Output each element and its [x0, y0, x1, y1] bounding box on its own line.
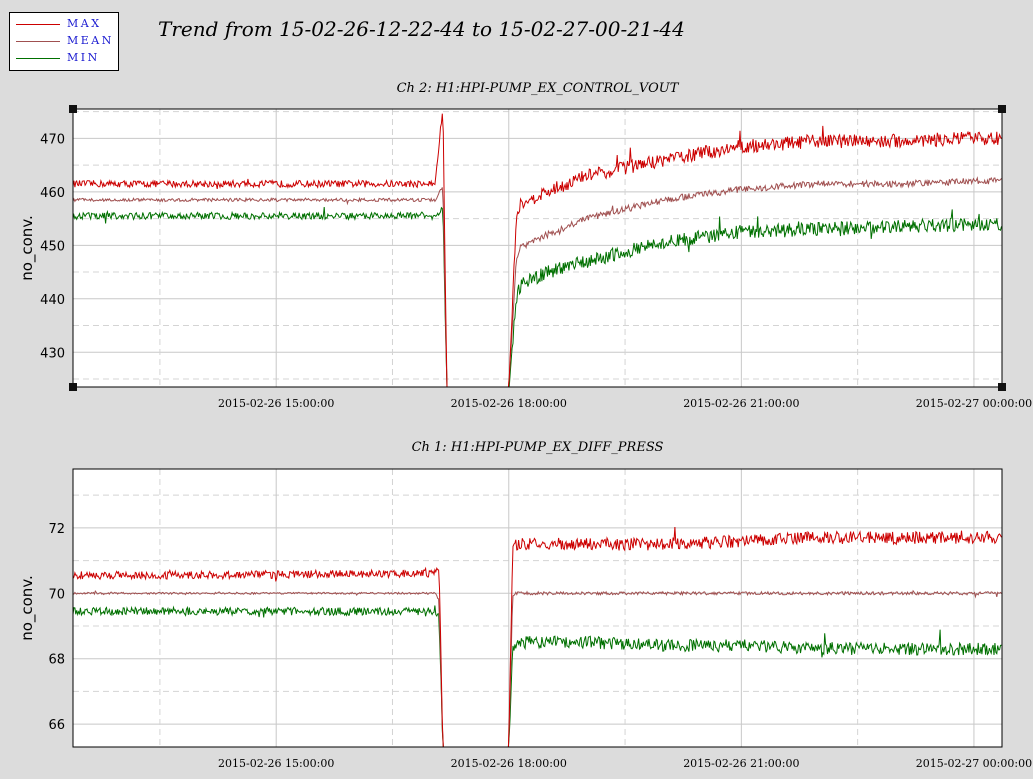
legend-swatch-mean	[16, 41, 60, 42]
chart-title: Ch 2: H1:HPI-PUMP_EX_CONTROL_VOUT	[397, 81, 680, 96]
legend-swatch-max	[16, 24, 60, 25]
x-tick-label: 2015-02-27 00:00:00	[916, 397, 1032, 410]
legend-box: MAX MEAN MIN	[9, 12, 119, 71]
series-line-max	[73, 113, 1002, 387]
series-line-max	[73, 526, 1002, 747]
legend-swatch-min	[16, 58, 60, 59]
x-tick-label: 2015-02-26 21:00:00	[683, 397, 799, 410]
x-tick-label: 2015-02-27 00:00:00	[916, 757, 1032, 770]
y-tick-label: 440	[40, 293, 65, 308]
legend-item-mean: MEAN	[10, 33, 118, 50]
chart-title: Ch 1: H1:HPI-PUMP_EX_DIFF_PRESS	[412, 440, 664, 455]
x-tick-label: 2015-02-26 15:00:00	[218, 397, 334, 410]
page-title: Trend from 15-02-26-12-22-44 to 15-02-27…	[158, 17, 685, 41]
grid	[73, 109, 1002, 387]
series-line-mean	[73, 589, 1002, 747]
legend-item-min: MIN	[10, 50, 118, 67]
series-group	[73, 526, 1002, 747]
series-line-mean	[73, 176, 1002, 387]
x-tick-label: 2015-02-26 18:00:00	[451, 397, 567, 410]
plot-area	[73, 109, 1002, 387]
y-axis-label: no_conv.	[18, 575, 37, 641]
chart-panel-2: Ch 1: H1:HPI-PUMP_EX_DIFF_PRESS no_conv. 6…	[18, 440, 1032, 770]
resize-handle	[998, 383, 1006, 391]
legend-item-max: MAX	[10, 16, 118, 33]
x-tick-label: 2015-02-26 18:00:00	[451, 757, 567, 770]
legend-label-mean: MEAN	[67, 34, 114, 47]
plot-frame	[72, 108, 1003, 388]
legend-label-max: MAX	[67, 17, 102, 30]
y-tick-label: 450	[40, 239, 65, 254]
y-tick-label: 460	[40, 186, 65, 201]
legend-label-min: MIN	[67, 51, 100, 64]
series-group	[73, 113, 1002, 387]
y-tick-label: 430	[40, 346, 65, 361]
resize-handle	[69, 105, 77, 113]
grid	[73, 469, 1002, 747]
x-tick-label: 2015-02-26 21:00:00	[683, 757, 799, 770]
series-line-min	[73, 206, 1002, 387]
plot-area	[73, 469, 1002, 747]
resize-handle	[69, 383, 77, 391]
chart-panel-1: Ch 2: H1:HPI-PUMP_EX_CONTROL_VOUT no_conv…	[18, 81, 1032, 410]
x-tick-label: 2015-02-26 15:00:00	[218, 757, 334, 770]
y-tick-label: 66	[48, 718, 65, 733]
y-tick-label: 470	[40, 132, 65, 147]
plot-frame	[72, 468, 1003, 748]
y-tick-label: 68	[48, 653, 65, 668]
y-tick-label: 72	[48, 522, 65, 537]
series-line-min	[73, 605, 1002, 747]
resize-handle	[998, 105, 1006, 113]
y-axis-label: no_conv.	[18, 215, 37, 281]
y-tick-label: 70	[48, 587, 65, 602]
